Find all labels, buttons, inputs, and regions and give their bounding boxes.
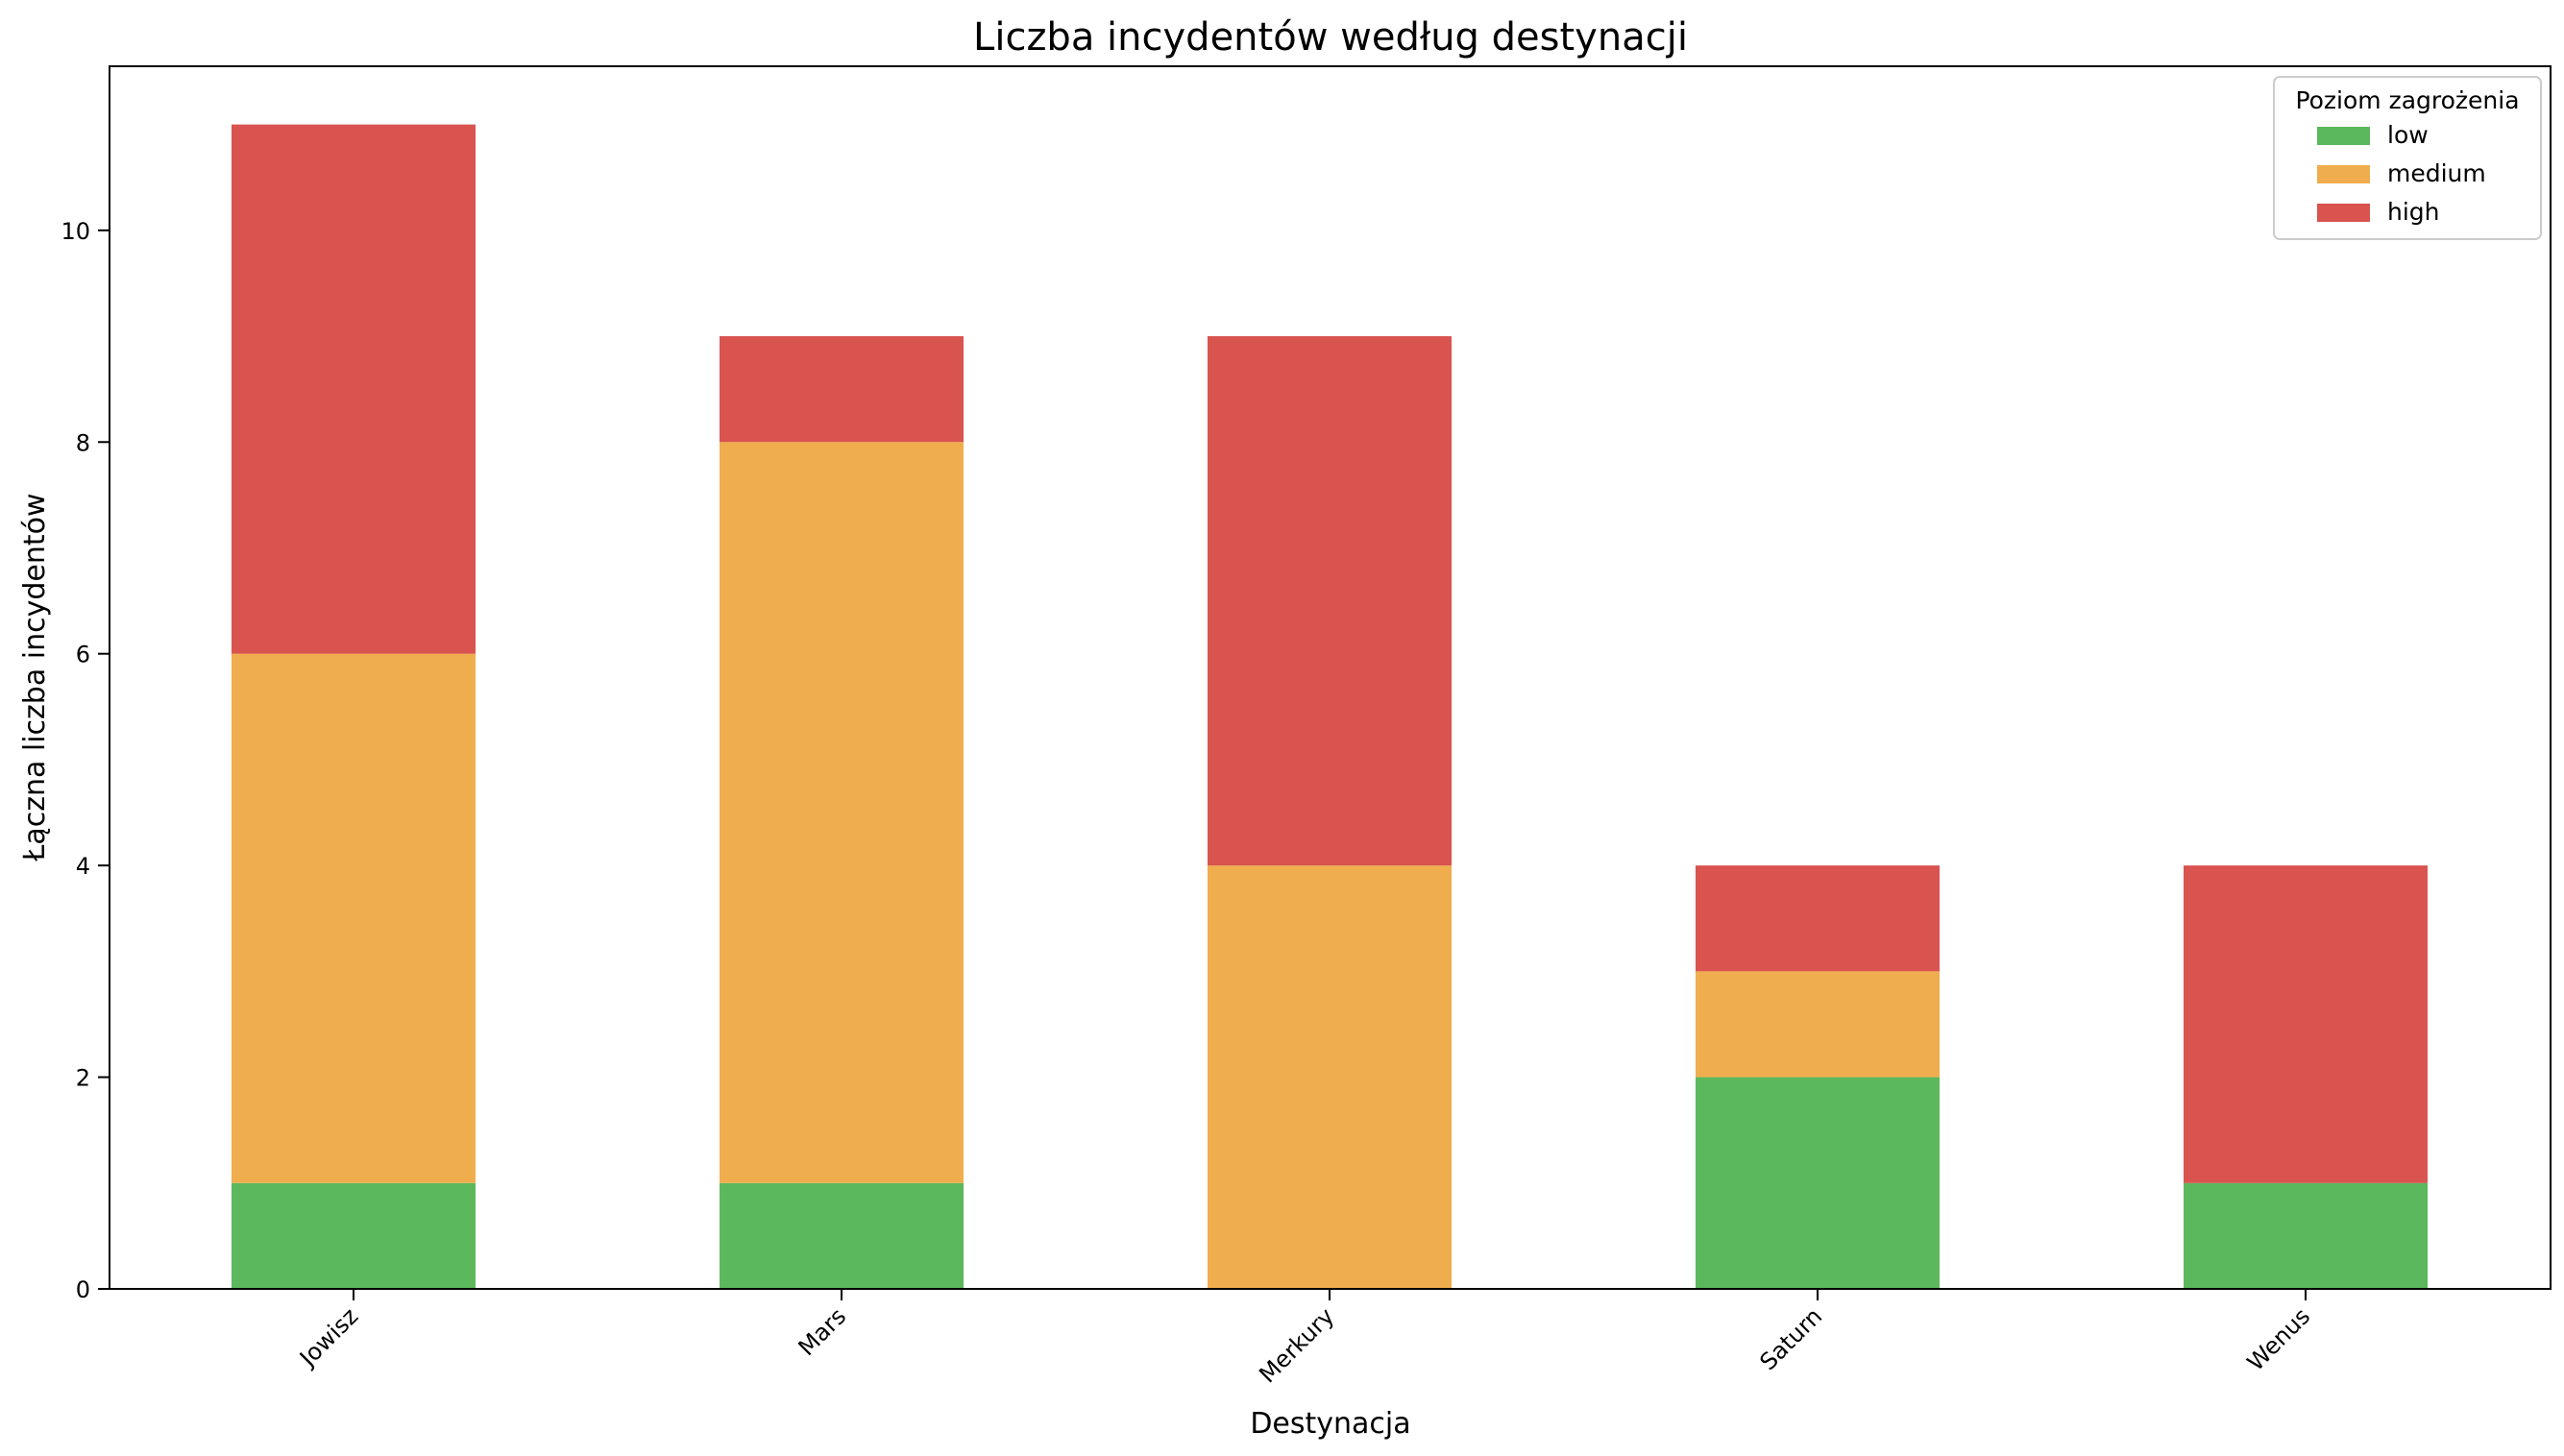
x-tick-label: Jowisz [293,1302,363,1372]
bar-segment-jowisz-low [232,1182,476,1289]
bar-segment-wenus-low [2184,1182,2428,1289]
bar-segment-mars-low [720,1182,964,1289]
bar-segment-merkury-high [1208,336,1452,866]
legend-swatch-high [2317,204,2370,222]
x-tick-label: Mars [794,1302,852,1361]
legend-label-medium: medium [2387,159,2486,187]
legend-label-low: low [2387,121,2429,149]
bar-segment-mars-high [720,336,964,443]
bar-segment-saturn-medium [1696,971,1940,1078]
bar-segment-jowisz-high [232,124,476,654]
y-tick-label: 4 [76,853,90,880]
x-axis-ticks: Jowisz Mars Merkury Saturn Wenus [293,1289,2315,1388]
bar-segment-merkury-medium [1208,865,1452,1289]
x-tick-label: Wenus [2242,1302,2315,1375]
y-tick-label: 8 [76,429,90,456]
legend: Poziom zagrożenia low medium high [2273,76,2542,240]
x-axis-label: Destynacja [1250,1407,1410,1441]
bar-segment-mars-medium [720,442,964,1183]
chart-title: Liczba incydentów według destynacji [973,15,1688,60]
legend-frame [2273,76,2542,240]
x-tick-label: Saturn [1754,1302,1827,1375]
bar-segment-saturn-high [1696,865,1940,972]
y-tick-label: 2 [76,1065,90,1092]
y-axis-ticks: 0 2 4 6 8 10 [61,218,110,1303]
bar-segment-wenus-high [2184,865,2428,1183]
y-axis-label: Łączna liczba incydentów [18,493,52,861]
legend-items: low medium high [2317,121,2486,226]
x-tick-label: Merkury [1254,1302,1339,1388]
legend-title: Poziom zagrożenia [2295,86,2519,114]
legend-swatch-medium [2317,165,2370,183]
legend-swatch-low [2317,127,2370,145]
y-tick-label: 10 [61,218,90,245]
bar-segment-jowisz-medium [232,653,476,1183]
bar-segment-saturn-low [1696,1077,1940,1289]
y-tick-label: 0 [76,1276,90,1303]
y-tick-label: 6 [76,642,90,668]
plot-frame [109,65,2552,1290]
legend-label-high: high [2387,198,2440,226]
bars-layer [232,124,2428,1289]
